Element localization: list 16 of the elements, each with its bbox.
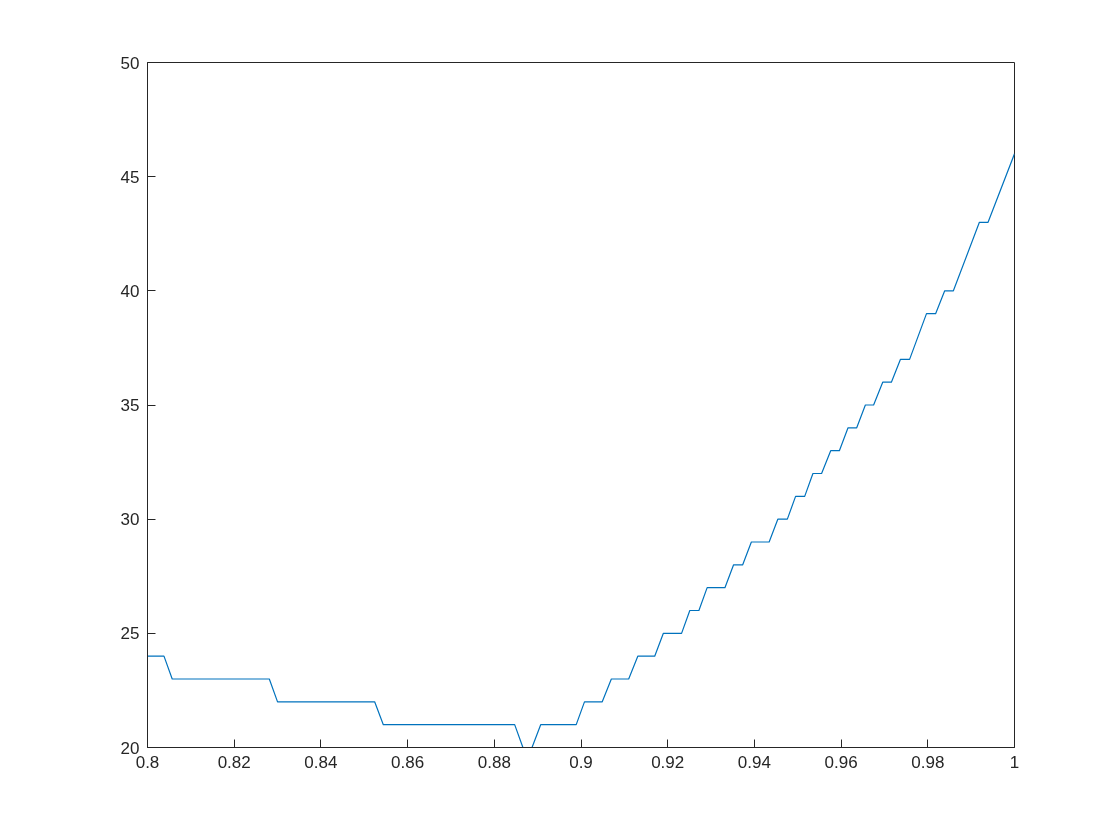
x-tick-label: 0.82 bbox=[217, 752, 251, 772]
y-tick-label: 30 bbox=[120, 510, 140, 530]
x-tick-label: 0.9 bbox=[569, 752, 593, 772]
x-tick-label: 0.84 bbox=[304, 752, 338, 772]
y-tick-label: 45 bbox=[120, 167, 140, 187]
x-tick-label: 0.88 bbox=[477, 752, 511, 772]
y-tick-label: 35 bbox=[120, 396, 140, 415]
y-tick-label: 50 bbox=[120, 53, 140, 73]
x-tick-label: 0.94 bbox=[737, 752, 771, 772]
x-tick-label: 0.96 bbox=[824, 752, 858, 772]
x-tick-label: 0.98 bbox=[911, 752, 945, 772]
x-tick-label: 0.92 bbox=[651, 752, 685, 772]
y-tick-label: 40 bbox=[120, 281, 140, 301]
x-tick-label: 1 bbox=[1009, 752, 1020, 772]
x-tick-label: 0.86 bbox=[391, 752, 425, 772]
y-tick-label: 25 bbox=[120, 624, 140, 644]
